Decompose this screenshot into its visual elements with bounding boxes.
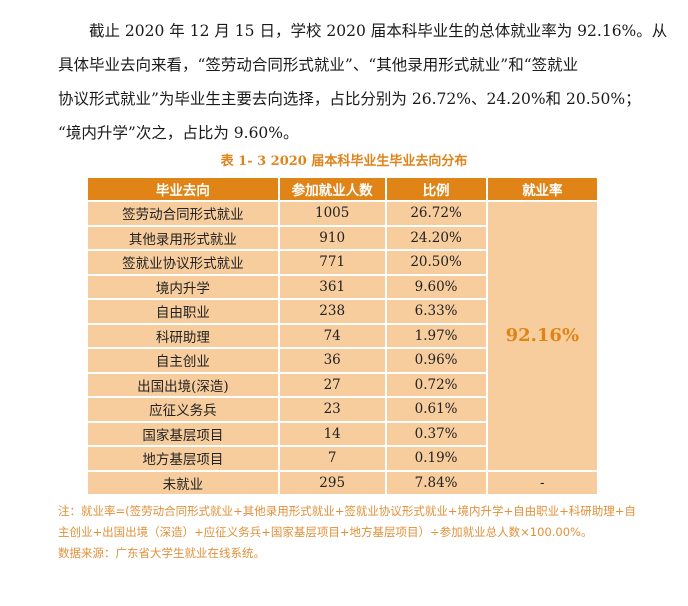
table-header-row: 毕业去向 参加就业人数 比例 就业率 [88, 178, 597, 200]
cell-ratio: 7.84% [386, 471, 486, 494]
header-destination: 毕业去向 [88, 178, 278, 200]
cell-count: 14 [279, 422, 385, 445]
cell-ratio: 24.20% [386, 226, 486, 249]
cell-count: 23 [279, 398, 385, 421]
cell-destination: 签就业协议形式就业 [88, 251, 278, 274]
cell-count: 1005 [279, 202, 385, 225]
cell-ratio: 0.37% [386, 422, 486, 445]
paragraph-line: “境内升学”次之，占比为 9.60%。 [58, 124, 299, 142]
intro-paragraph: 截止 2020 年 12 月 15 日，学校 2020 届本科毕业生的总体就业率… [58, 14, 668, 150]
destination-table: 毕业去向 参加就业人数 比例 就业率 签劳动合同形式就业 1005 26.72%… [86, 176, 599, 496]
cell-ratio: 0.96% [386, 349, 486, 372]
table-row: 自主创业 36 0.96% [88, 349, 597, 372]
cell-destination: 出国出境(深造) [88, 373, 278, 396]
cell-ratio: 20.50% [386, 251, 486, 274]
cell-ratio: 6.33% [386, 300, 486, 323]
cell-ratio: 1.97% [386, 324, 486, 347]
note-formula-line-2: 主创业+出国出境（深造）+应征义务兵+国家基层项目+地方基层项目）÷参加就业总人… [58, 525, 593, 539]
table-row: 签劳动合同形式就业 1005 26.72% 92.16% [88, 202, 597, 470]
table-row: 境内升学 361 9.60% [88, 275, 597, 298]
cell-count: 27 [279, 373, 385, 396]
paragraph-line: 协议形式就业”为毕业生主要去向选择，占比分别为 26.72%、24.20%和 2… [58, 90, 641, 108]
cell-destination: 境内升学 [88, 275, 278, 298]
cell-count: 74 [279, 324, 385, 347]
cell-ratio: 0.61% [386, 398, 486, 421]
cell-destination: 科研助理 [88, 324, 278, 347]
table-row: 应征义务兵 23 0.61% [88, 398, 597, 421]
table-row: 科研助理 74 1.97% [88, 324, 597, 347]
table-row: 地方基层项目 7 0.19% [88, 447, 597, 470]
cell-ratio: 0.72% [386, 373, 486, 396]
header-employment-rate: 就业率 [487, 178, 597, 200]
note-formula-line-1: 注：就业率=(签劳动合同形式就业+其他录用形式就业+签就业协议形式就业+境内升学… [58, 504, 636, 518]
cell-count: 7 [279, 447, 385, 470]
cell-ratio: 26.72% [386, 202, 486, 225]
employment-rate-value: 92.16% [487, 202, 597, 470]
cell-destination: 其他录用形式就业 [88, 226, 278, 249]
table-row: 国家基层项目 14 0.37% [88, 422, 597, 445]
table-row: 出国出境(深造) 27 0.72% [88, 373, 597, 396]
cell-count: 361 [279, 275, 385, 298]
table-row: 签就业协议形式就业 771 20.50% [88, 251, 597, 274]
cell-count: 910 [279, 226, 385, 249]
header-ratio: 比例 [386, 178, 486, 200]
cell-destination: 国家基层项目 [88, 422, 278, 445]
cell-destination: 应征义务兵 [88, 398, 278, 421]
table-caption: 表 1- 3 2020 届本科毕业生毕业去向分布 [220, 154, 468, 169]
cell-count: 295 [279, 471, 385, 494]
cell-destination: 自由职业 [88, 300, 278, 323]
cell-count: 771 [279, 251, 385, 274]
cell-destination: 地方基层项目 [88, 447, 278, 470]
cell-ratio: 0.19% [386, 447, 486, 470]
cell-destination: 签劳动合同形式就业 [88, 202, 278, 225]
cell-count: 238 [279, 300, 385, 323]
note-source: 数据来源：广东省大学生就业在线系统。 [58, 546, 265, 560]
cell-ratio: 9.60% [386, 275, 486, 298]
cell-destination: 未就业 [88, 471, 278, 494]
paragraph-line: 截止 2020 年 12 月 15 日，学校 2020 届本科毕业生的总体就业率… [89, 22, 668, 40]
cell-destination: 自主创业 [88, 349, 278, 372]
table-row: 自由职业 238 6.33% [88, 300, 597, 323]
table-row-unemployed: 未就业 295 7.84% - [88, 471, 597, 494]
table-row: 其他录用形式就业 910 24.20% [88, 226, 597, 249]
header-count: 参加就业人数 [279, 178, 385, 200]
table-notes: 注：就业率=(签劳动合同形式就业+其他录用形式就业+签就业协议形式就业+境内升学… [58, 501, 678, 564]
cell-count: 36 [279, 349, 385, 372]
paragraph-line: 具体毕业去向来看，“签劳动合同形式就业”、“其他录用形式就业”和“签就业 [58, 56, 579, 74]
cell-unemployed-rate: - [487, 471, 597, 494]
